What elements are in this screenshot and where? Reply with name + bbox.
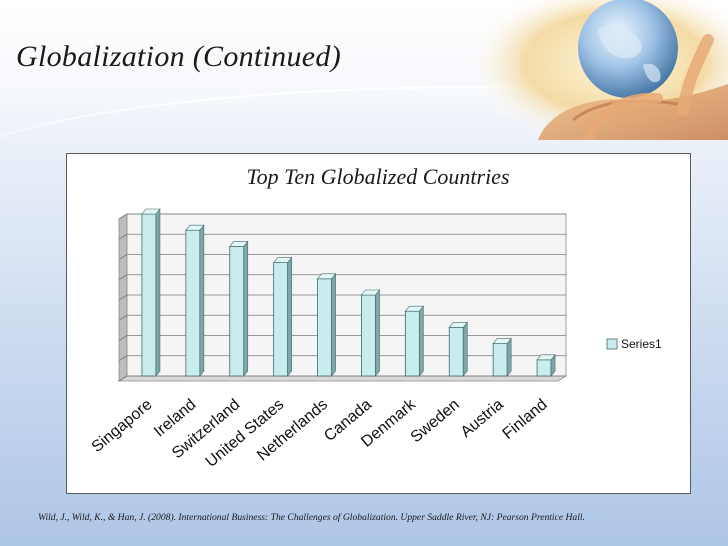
gridline-side: [118, 213, 128, 220]
citation-text: Wild, J., Wild, K., & Han, J. (2008). In…: [38, 512, 585, 523]
bar-side: [375, 289, 380, 377]
bar-side: [462, 321, 468, 377]
bar-side: [243, 240, 249, 377]
bar-front: [185, 229, 201, 377]
chart-bar-finland: [536, 353, 556, 377]
x-tick-label-sweden: Sweden: [408, 396, 463, 446]
bar-top: [229, 241, 249, 247]
bar-front: [229, 246, 245, 377]
bar-side: [155, 208, 161, 377]
bar-side: [419, 305, 424, 377]
chart-bar-canada: [360, 289, 381, 377]
chart-bar-austria: [492, 337, 512, 377]
bar-top: [492, 338, 512, 344]
gridline-side: [118, 274, 128, 281]
bar-front: [317, 278, 332, 377]
bar-top: [273, 257, 293, 263]
bar-top: [404, 305, 424, 312]
gridline-side: [118, 233, 128, 240]
gridline-side: [118, 314, 128, 321]
chart-bar-sweden: [448, 321, 468, 377]
bar-top: [448, 322, 468, 328]
bar-front: [273, 262, 289, 377]
gridline-side: [118, 294, 128, 301]
bar-front: [361, 294, 376, 377]
bar-side: [287, 256, 292, 377]
chart-bar-ireland: [185, 224, 205, 377]
x-tick-label-singapore: Singapore: [89, 396, 156, 456]
chart-container: Top Ten Globalized Countries Singapore Ire…: [66, 153, 691, 494]
gridline-side: [118, 335, 128, 341]
bar-top: [536, 354, 556, 361]
bar-top: [185, 224, 205, 231]
bar-side: [506, 337, 512, 377]
bar-side: [199, 224, 205, 377]
chart-bar-united-states: [273, 256, 293, 377]
gridline-side: [118, 355, 128, 362]
bar-front: [141, 213, 157, 377]
bar-front: [448, 326, 464, 377]
chart-bar-netherlands: [316, 272, 337, 377]
globe-in-hand-image: [478, 0, 728, 140]
chart-bar-switzerland: [229, 240, 249, 377]
slide-title: Globalization (Continued): [16, 40, 341, 73]
bar-top: [316, 273, 337, 280]
bar-front: [404, 310, 420, 377]
gridline-side: [118, 254, 128, 260]
x-tick-label-austria: Austria: [458, 396, 507, 441]
chart-title: Top Ten Globalized Countries: [246, 164, 509, 189]
x-tick-label-finland: Finland: [499, 396, 550, 443]
chart-legend: Series1: [606, 337, 662, 351]
bar-chart: Top Ten Globalized CountriesSingaporeIre…: [89, 164, 662, 471]
bar-top: [360, 289, 381, 296]
chart-bar-denmark: [404, 305, 424, 377]
bar-top: [141, 208, 161, 215]
chart-floor: [117, 375, 568, 382]
legend-label-series1: Series1: [621, 337, 662, 351]
bar-front: [492, 343, 508, 377]
bar-side: [331, 272, 336, 377]
bar-front: [536, 359, 552, 377]
chart-bar-singapore: [141, 208, 161, 377]
legend-swatch: [606, 338, 618, 350]
gridline-side: [118, 375, 128, 382]
